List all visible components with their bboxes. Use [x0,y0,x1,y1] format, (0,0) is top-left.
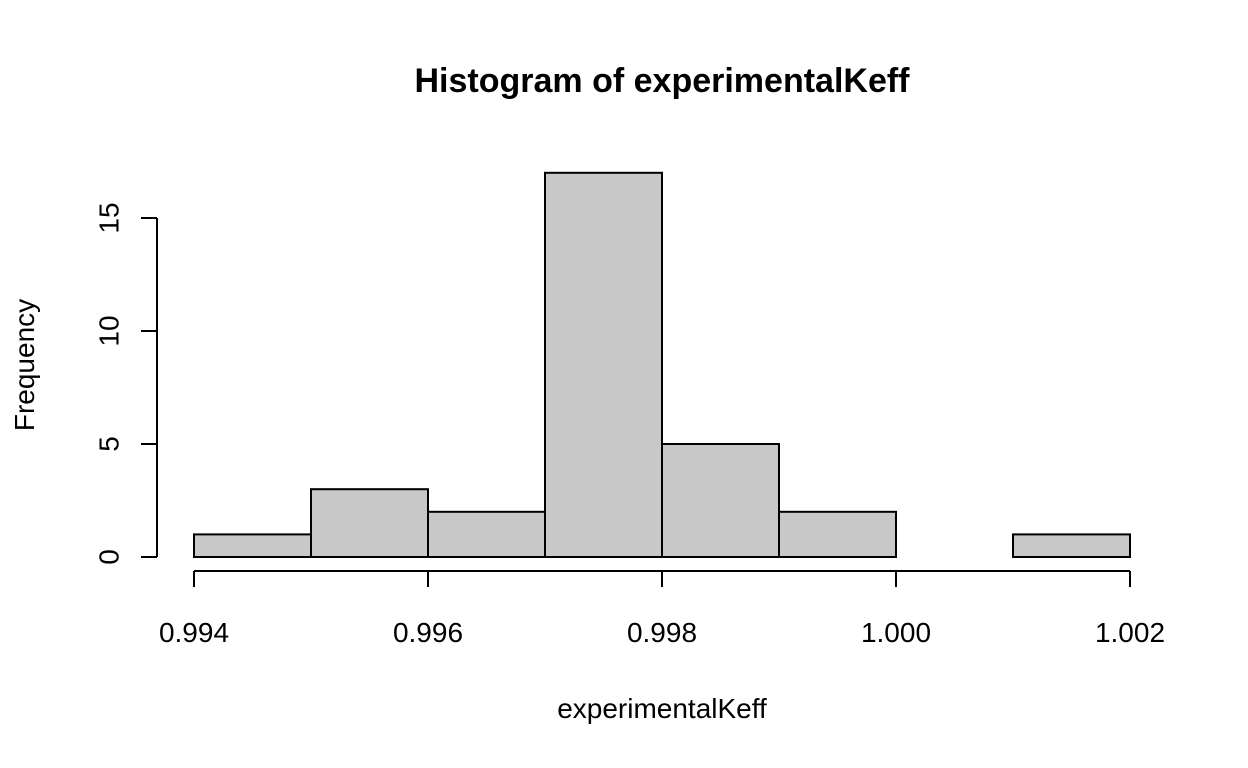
x-tick-label: 1.000 [861,617,931,648]
x-tick-label: 0.996 [393,617,463,648]
y-axis-label: Frequency [9,299,40,431]
y-axis: 0 5 10 15 [94,202,158,565]
histogram-bar [661,443,780,558]
histogram-bar [427,510,546,558]
x-tick-label: 0.998 [627,617,697,648]
y-tick-label: 15 [94,202,125,233]
y-tick-label: 10 [94,315,125,346]
histogram-bar [778,510,897,558]
histogram-bar [310,488,429,559]
histogram-bar [193,533,312,559]
chart-title: Histogram of experimentalKeff [415,62,911,100]
x-axis-label: experimentalKeff [557,693,767,724]
y-tick-label: 5 [94,436,125,452]
x-axis: 0.994 0.996 0.998 1.000 1.002 [159,570,1165,648]
bars-group [193,171,1131,559]
histogram-bar [544,171,663,559]
x-tick-label: 0.994 [159,617,229,648]
y-tick-label: 0 [94,549,125,565]
histogram-bar [1012,533,1131,559]
x-tick-label: 1.002 [1095,617,1165,648]
